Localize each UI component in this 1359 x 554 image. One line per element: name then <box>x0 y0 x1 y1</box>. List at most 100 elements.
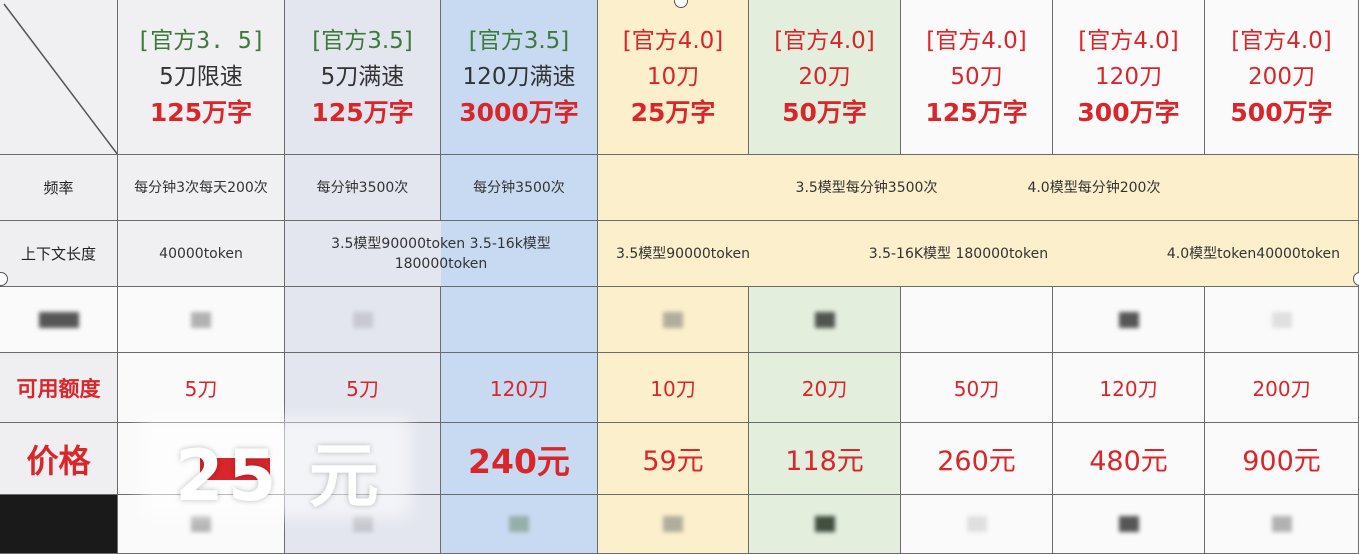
context-merged-35-cell: 3.5模型90000token 3.5-16k模型 180000token <box>285 221 598 287</box>
blurred-cell <box>749 495 901 554</box>
quota-cell: 120刀 <box>441 353 598 423</box>
context-40-text: 4.0模型token40000token <box>1166 245 1340 262</box>
row-label-blurred <box>0 287 118 353</box>
redacted-block <box>352 311 373 328</box>
blurred-cell <box>118 287 285 353</box>
blurred-cell <box>441 287 598 353</box>
redacted-block <box>38 311 79 328</box>
quota-cell: 10刀 <box>598 353 749 423</box>
column-header-quota: 125万字 <box>925 98 1028 127</box>
column-header-quota: 125万字 <box>149 98 253 127</box>
quota-cell: 200刀 <box>1205 353 1359 423</box>
column-header-plan: 200刀 <box>1248 64 1315 90</box>
column-header-quota: 500万字 <box>1230 98 1333 127</box>
column-header-3: [官方3.5] 120刀满速 3000万字 <box>441 0 598 155</box>
price-cell: 260元 <box>901 423 1053 495</box>
column-header-plan: 50刀 <box>950 64 1003 90</box>
redacted-block <box>663 311 683 328</box>
price-cell: 900元 <box>1205 423 1359 495</box>
blurred-cell <box>285 287 441 353</box>
blurred-cell <box>1205 495 1359 554</box>
column-header-plan: 5刀满速 <box>320 64 405 90</box>
column-header-plan: 120刀满速 <box>462 64 576 90</box>
price-cell: 59元 <box>598 423 749 495</box>
row-label-frequency: 频率 <box>0 155 118 221</box>
column-header-quota: 300万字 <box>1077 98 1180 127</box>
blurred-cell <box>901 495 1053 554</box>
redacted-block <box>814 311 835 328</box>
blurred-cell <box>901 287 1053 353</box>
frequency-cell: 每分钟3500次 <box>285 155 441 221</box>
column-header-8: [官方4.0] 200刀 500万字 <box>1205 0 1359 155</box>
corner-cell <box>0 0 118 155</box>
blurred-cell <box>441 495 598 554</box>
price-cell: 240元 <box>441 423 598 495</box>
redacted-block <box>509 516 529 532</box>
column-header-quota: 50万字 <box>782 98 867 127</box>
redacted-block <box>352 516 373 532</box>
column-header-title: [官方4.0] <box>1231 28 1332 54</box>
context-16k-text: 3.5-16K模型 180000token <box>868 245 1049 262</box>
context-35-text: 3.5模型90000token <box>616 245 750 262</box>
blurred-cell <box>598 495 749 554</box>
frequency-cell: 每分钟3次每天200次 <box>118 155 285 221</box>
redacted-block <box>1118 516 1139 532</box>
quota-cell: 5刀 <box>118 353 285 423</box>
blurred-footer-label <box>0 495 118 554</box>
redacted-block <box>191 311 211 328</box>
frequency-merged-cell: 3.5模型每分钟3500次 4.0模型每分钟200次 <box>598 155 1359 221</box>
context-cell: 40000token <box>118 221 285 287</box>
column-header-title: [官方4.0] <box>622 28 724 54</box>
column-header-quota: 3000万字 <box>459 98 579 127</box>
redacted-block <box>663 516 683 532</box>
column-header-plan: 10刀 <box>646 64 700 90</box>
column-header-quota: 125万字 <box>311 98 414 127</box>
blurred-cell <box>1053 287 1205 353</box>
column-header-1: [官方3. 5] 5刀限速 125万字 <box>118 0 285 155</box>
column-header-7: [官方4.0] 120刀 300万字 <box>1053 0 1205 155</box>
redacted-block <box>966 516 987 532</box>
column-header-title: [官方4.0] <box>1078 28 1179 54</box>
redacted-block <box>1118 311 1139 328</box>
context-merged-cell: 3.5模型90000token 3.5-16K模型 180000token 4.… <box>598 221 1359 287</box>
redacted-block <box>191 516 211 532</box>
price-cell: 480元 <box>1053 423 1205 495</box>
column-header-6: [官方4.0] 50刀 125万字 <box>901 0 1053 155</box>
column-header-plan: 20刀 <box>798 64 851 90</box>
redacted-block <box>1271 311 1292 328</box>
quota-cell: 50刀 <box>901 353 1053 423</box>
row-label-price: 价格 <box>0 423 118 495</box>
red-highlight-bar <box>200 458 270 480</box>
price-overlay-text: 25 元 <box>175 435 383 517</box>
quota-cell: 20刀 <box>749 353 901 423</box>
blurred-cell <box>598 287 749 353</box>
column-header-4: [官方4.0] 10刀 25万字 <box>598 0 749 155</box>
diagonal-divider <box>3 3 117 154</box>
column-header-plan: 5刀限速 <box>159 64 243 90</box>
row-label-context-length: 上下文长度 <box>0 221 118 287</box>
column-header-quota: 25万字 <box>630 98 716 127</box>
frequency-40-text: 4.0模型每分钟200次 <box>1027 179 1161 196</box>
column-header-title: [官方4.0] <box>926 28 1027 54</box>
column-header-2: [官方3.5] 5刀满速 125万字 <box>285 0 441 155</box>
price-cell: 118元 <box>749 423 901 495</box>
column-header-plan: 120刀 <box>1095 64 1162 90</box>
frequency-35-text: 3.5模型每分钟3500次 <box>795 179 938 196</box>
blurred-cell <box>1205 287 1359 353</box>
redacted-block <box>1271 516 1292 532</box>
frequency-cell: 每分钟3500次 <box>441 155 598 221</box>
blur-overlay <box>140 418 410 518</box>
quota-cell: 120刀 <box>1053 353 1205 423</box>
blurred-cell <box>1053 495 1205 554</box>
column-header-5: [官方4.0] 20刀 50万字 <box>749 0 901 155</box>
redacted-block <box>814 516 835 532</box>
column-header-title: [官方4.0] <box>774 28 875 54</box>
blurred-cell <box>749 287 901 353</box>
column-header-title: [官方3. 5] <box>136 28 266 54</box>
row-label-quota: 可用额度 <box>0 353 118 423</box>
quota-cell: 5刀 <box>285 353 441 423</box>
column-header-title: [官方3.5] <box>468 28 570 54</box>
column-header-title: [官方3.5] <box>312 28 413 54</box>
